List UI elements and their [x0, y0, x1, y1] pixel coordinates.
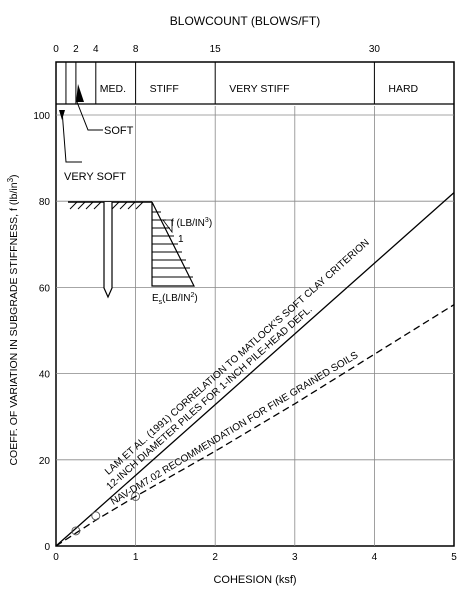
x-tick-3: 3	[292, 552, 298, 563]
band-label-3: STIFF	[150, 83, 179, 95]
y-tick-2: 40	[39, 370, 51, 381]
blowcount-tick-1: 2	[73, 44, 79, 55]
y-tick-3: 60	[39, 283, 51, 294]
band-label-5: HARD	[388, 83, 418, 95]
series-1-line	[55, 192, 455, 547]
very-soft-annotation: VERY SOFT	[59, 109, 126, 183]
blowcount-tick-0: 0	[53, 44, 59, 55]
x-axis-title: COHESION (ksf)	[213, 574, 296, 586]
soft-annotation: SOFT	[76, 84, 134, 137]
series-group	[55, 192, 455, 547]
y-axis-title: COEFF. OF VARIATION IN SUBGRADE STIFFNES…	[6, 174, 20, 465]
marker-point-0	[71, 526, 81, 536]
blowcount-tick-2: 4	[93, 44, 99, 55]
pile-inset: f (LB/IN3) 1 Es(LB/IN2)	[68, 201, 212, 306]
marker-point-1	[91, 511, 101, 521]
x-tick-4: 4	[372, 552, 378, 563]
plot-frame	[55, 61, 455, 547]
series-1-label-2: LAM ET AL. (1991) CORRELATION TO MATLOCK…	[103, 237, 372, 477]
x-tick-2: 2	[212, 552, 218, 563]
band-label-2: MED.	[100, 83, 126, 95]
blowcount-tick-4: 15	[210, 44, 222, 55]
consistency-bands: MED. STIFF VERY STIFF HARD	[56, 62, 454, 105]
grid	[56, 106, 454, 546]
y-tick-labels: 0 20 40 60 80 100	[33, 111, 50, 553]
y-tick-0: 0	[44, 542, 50, 553]
top-axis-title: BLOWCOUNT (BLOWS/FT)	[170, 14, 320, 28]
x-tick-labels: 0 1 2 3 4 5	[53, 552, 457, 563]
y-tick-4: 80	[39, 197, 51, 208]
blowcount-tick-3: 8	[133, 44, 139, 55]
inset-es-label: Es(LB/IN2)	[152, 292, 198, 306]
y-tick-5: 100	[33, 111, 50, 122]
very-soft-label: VERY SOFT	[64, 171, 126, 183]
marker-point-2	[131, 491, 141, 501]
inset-f-label: f (LB/IN3)	[171, 217, 212, 229]
blowcount-tick-5: 30	[369, 44, 381, 55]
y-tick-1: 20	[39, 456, 51, 467]
soft-label: SOFT	[104, 125, 134, 137]
band-label-4: VERY STIFF	[229, 83, 289, 95]
x-tick-5: 5	[451, 552, 457, 563]
x-tick-1: 1	[133, 552, 139, 563]
series-2-line	[55, 304, 455, 547]
blowcount-ticks: 0 2 4 8 15 30	[53, 44, 380, 55]
inset-slope-label: 1	[178, 234, 184, 245]
x-tick-0: 0	[53, 552, 59, 563]
